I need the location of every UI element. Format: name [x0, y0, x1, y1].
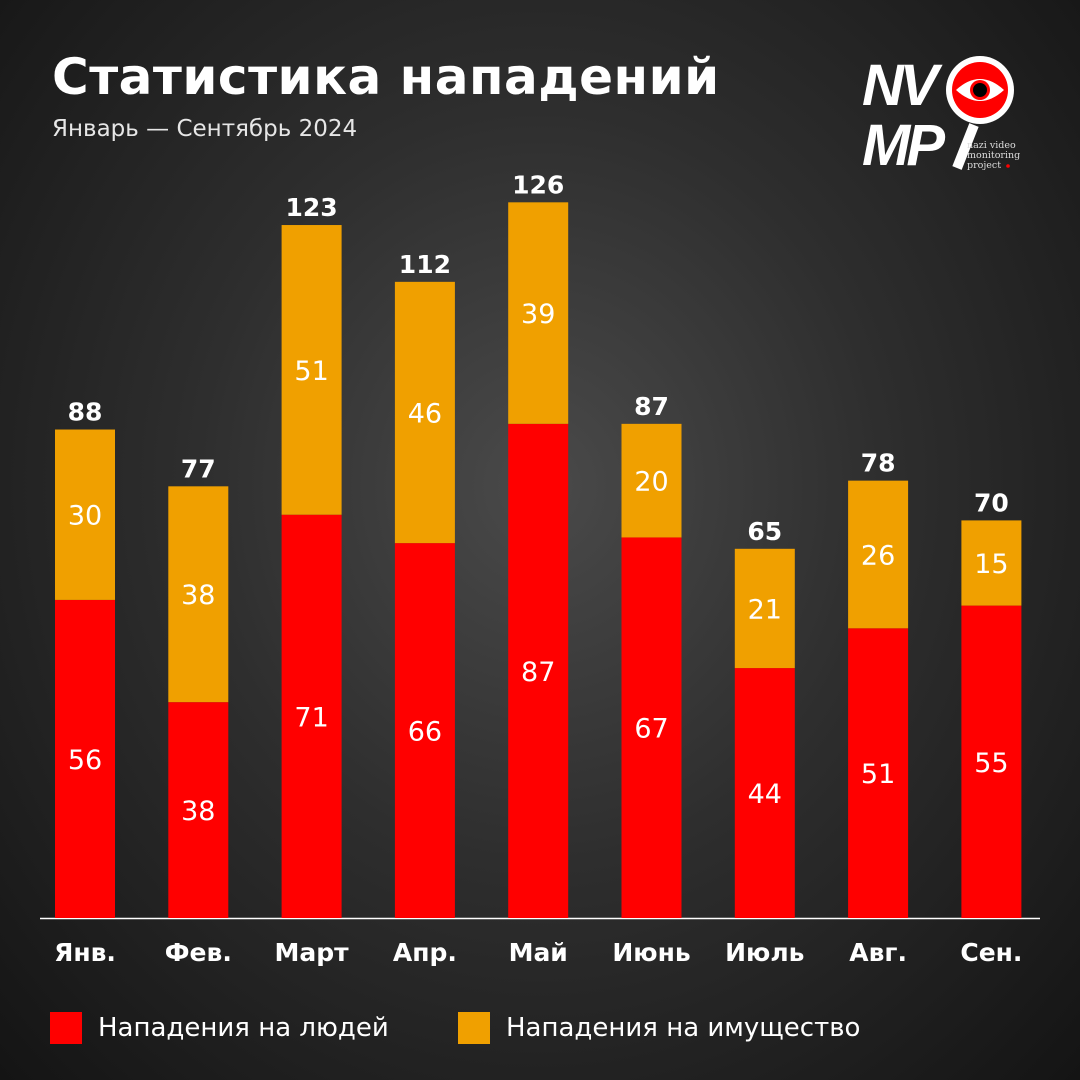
page-title: Статистика нападений [52, 48, 720, 106]
value-label-property: 51 [294, 356, 328, 387]
bar-property [848, 480, 909, 629]
x-tick-label: Сен. [960, 938, 1022, 967]
svg-text:NV: NV [862, 53, 943, 118]
bar-property [961, 520, 1022, 606]
bar-property [394, 281, 455, 544]
x-tick-label: Фев. [165, 938, 232, 967]
value-label-property: 30 [68, 501, 102, 532]
value-label-property: 15 [974, 549, 1008, 580]
svg-text:monitoring: monitoring [967, 150, 1020, 161]
bar-people [848, 628, 909, 918]
x-tick-label: Июль [725, 938, 804, 967]
bar-property [621, 423, 682, 538]
total-label: 70 [974, 488, 1009, 517]
value-label-people: 56 [68, 745, 102, 776]
total-label: 126 [512, 170, 564, 199]
bar-property [168, 486, 229, 703]
x-tick-label: Июнь [612, 938, 690, 967]
total-label: 112 [399, 250, 451, 279]
value-label-people: 51 [861, 759, 895, 790]
total-label: 78 [861, 449, 896, 478]
value-label-people: 67 [634, 714, 668, 745]
bar-people [55, 599, 115, 918]
bar-property [281, 225, 342, 515]
bar-property [734, 548, 795, 669]
value-label-property: 39 [521, 299, 555, 330]
x-tick-label: Апр. [393, 938, 457, 967]
value-label-property: 38 [181, 580, 215, 611]
value-label-people: 71 [294, 702, 328, 733]
legend-swatch-property [458, 1012, 490, 1044]
svg-text:MP: MP [862, 113, 945, 175]
total-label: 87 [634, 392, 669, 421]
value-label-property: 21 [748, 594, 782, 625]
total-label: 88 [68, 398, 103, 427]
bar-people [734, 668, 795, 918]
bar-people [281, 514, 342, 918]
bar-property [508, 202, 569, 424]
nvmp-logo: NV MP nazi video monitoring project [862, 53, 1020, 175]
legend-label-people: Нападения на людей [98, 1013, 389, 1043]
value-label-property: 46 [408, 398, 442, 429]
legend-label-property: Нападения на имущество [506, 1013, 861, 1043]
value-label-property: 20 [634, 467, 668, 498]
bar-people [168, 702, 229, 918]
total-label: 123 [286, 193, 338, 222]
legend-item-property: Нападения на имущество [458, 1012, 860, 1044]
bar-people [621, 537, 682, 918]
x-tick-label: Авг. [849, 938, 907, 967]
legend-swatch-people [50, 1012, 82, 1044]
page-subtitle: Январь — Сентябрь 2024 [52, 116, 358, 142]
bar-people [394, 543, 455, 918]
total-label: 77 [181, 454, 216, 483]
value-label-people: 38 [181, 796, 215, 827]
bar-people [961, 605, 1022, 918]
svg-text:project: project [967, 160, 1001, 171]
x-tick-label: Май [509, 938, 568, 967]
bar-people [508, 423, 569, 918]
svg-text:nazi video: nazi video [967, 140, 1016, 151]
x-tick-label: Янв. [54, 938, 116, 967]
x-tick-label: Март [275, 938, 350, 967]
value-label-property: 26 [861, 540, 895, 571]
value-label-people: 44 [748, 779, 782, 810]
legend-item-people: Нападения на людей [50, 1012, 389, 1044]
value-label-people: 66 [408, 717, 442, 748]
total-label: 65 [747, 517, 782, 546]
value-label-people: 55 [974, 748, 1008, 779]
bar-property [55, 429, 115, 600]
value-label-people: 87 [521, 657, 555, 688]
stacked-bar-chart: 56 30 88 Янв. 38 38 77 Фев. 71 51 123 Март 66 46 112 Ап… [54, 170, 1022, 967]
